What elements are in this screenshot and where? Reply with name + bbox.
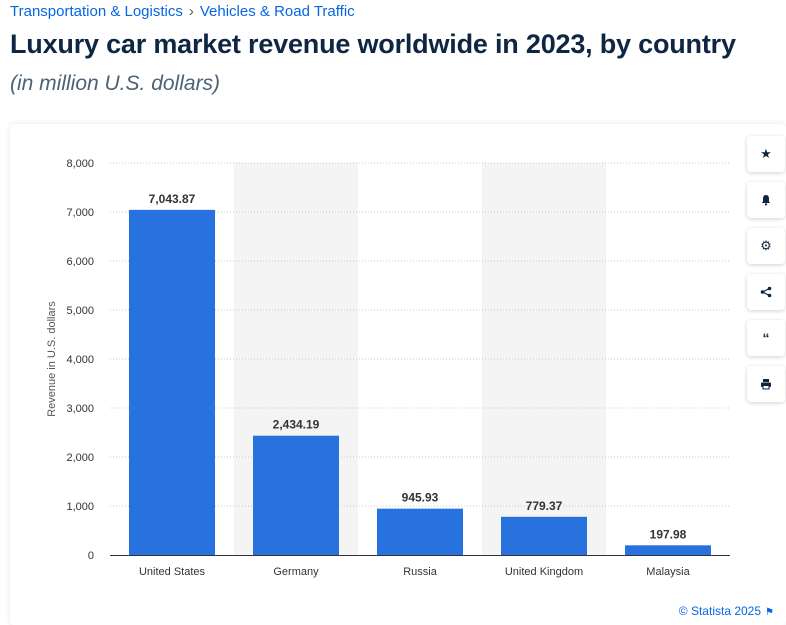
breadcrumb-separator: ›	[188, 3, 194, 20]
bar-russia[interactable]	[377, 508, 463, 555]
y-tick-label: 8,000	[66, 158, 94, 170]
y-tick-label: 5,000	[66, 305, 94, 317]
y-tick-label: 7,000	[66, 207, 94, 219]
y-tick-label: 3,000	[66, 403, 94, 415]
breadcrumb: Transportation & Logistics › Vehicles & Ro…	[10, 3, 355, 20]
data-label: 779.37	[526, 499, 563, 513]
share-icon	[760, 286, 772, 298]
y-tick-label: 2,000	[66, 452, 94, 464]
flag-icon: ⚑	[765, 607, 774, 618]
data-label: 197.98	[650, 527, 687, 541]
data-label: 945.93	[402, 491, 439, 505]
bell-icon	[761, 195, 771, 206]
breadcrumb-link-transportation[interactable]: Transportation & Logistics	[10, 3, 183, 20]
bar-malaysia[interactable]	[625, 545, 711, 555]
statista-credit[interactable]: © Statista 2025 ⚑	[679, 604, 774, 618]
x-tick-label: Russia	[403, 566, 438, 578]
y-tick-label: 0	[88, 550, 94, 562]
bar-united-kingdom[interactable]	[501, 516, 587, 555]
y-tick-label: 6,000	[66, 256, 94, 268]
x-tick-label: Malaysia	[646, 566, 690, 578]
bar-united-states[interactable]	[129, 209, 215, 555]
x-tick-label: Germany	[273, 566, 319, 578]
cite-button[interactable]: “	[747, 320, 785, 356]
star-icon: ★	[760, 146, 772, 161]
print-button[interactable]	[747, 366, 785, 402]
data-label: 7,043.87	[149, 192, 196, 206]
y-tick-label: 4,000	[66, 354, 94, 366]
breadcrumb-link-vehicles[interactable]: Vehicles & Road Traffic	[199, 3, 355, 20]
bar-germany[interactable]	[253, 435, 339, 555]
notification-button[interactable]	[747, 182, 785, 218]
y-tick-label: 1,000	[66, 501, 94, 513]
page-title: Luxury car market revenue worldwide in 2…	[10, 29, 736, 59]
share-button[interactable]	[747, 274, 785, 310]
settings-button[interactable]: ⚙	[747, 228, 785, 264]
y-axis-title: Revenue in U.S. dollars	[46, 301, 58, 417]
category-band	[482, 163, 606, 555]
x-tick-label: United Kingdom	[505, 566, 583, 578]
favorite-button[interactable]: ★	[747, 136, 785, 172]
print-icon	[761, 379, 771, 390]
footer-text: © Statista 2025	[678, 604, 762, 618]
data-label: 2,434.19	[273, 418, 320, 432]
x-tick-label: United States	[139, 566, 206, 578]
page-subtitle: (in million U.S. dollars)	[10, 72, 221, 95]
gear-icon: ⚙	[760, 238, 772, 253]
quote-icon: “	[762, 330, 770, 346]
